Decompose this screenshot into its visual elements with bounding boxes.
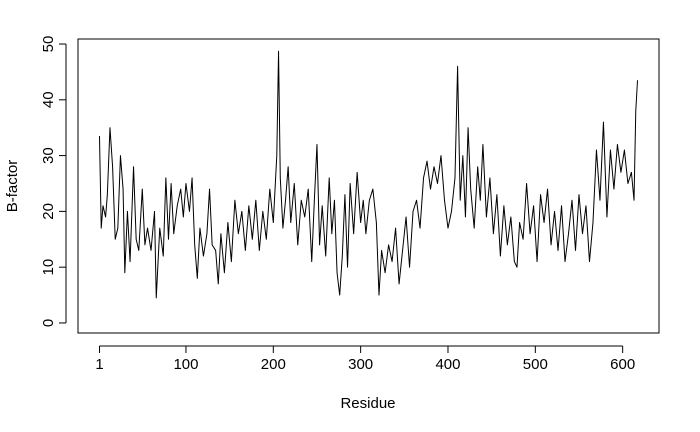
x-tick-label: 300	[348, 356, 373, 373]
y-tick-label: 10	[40, 259, 57, 276]
y-tick-label: 50	[40, 36, 57, 53]
plot-box	[77, 38, 660, 334]
y-axis-title: B-factor	[4, 160, 21, 213]
y-tick-label: 30	[40, 147, 57, 164]
x-axis-title: Residue	[340, 395, 395, 412]
x-tick-label: 500	[523, 356, 548, 373]
x-tick-label: 200	[261, 356, 286, 373]
y-tick-label: 40	[40, 91, 57, 108]
x-tick-label: 1	[95, 356, 103, 373]
x-tick-label: 400	[435, 356, 460, 373]
x-tick-label: 600	[610, 356, 635, 373]
y-tick-label: 0	[40, 319, 57, 327]
x-tick-label: 100	[173, 356, 198, 373]
y-tick-label: 20	[40, 203, 57, 220]
data-line	[98, 50, 639, 299]
